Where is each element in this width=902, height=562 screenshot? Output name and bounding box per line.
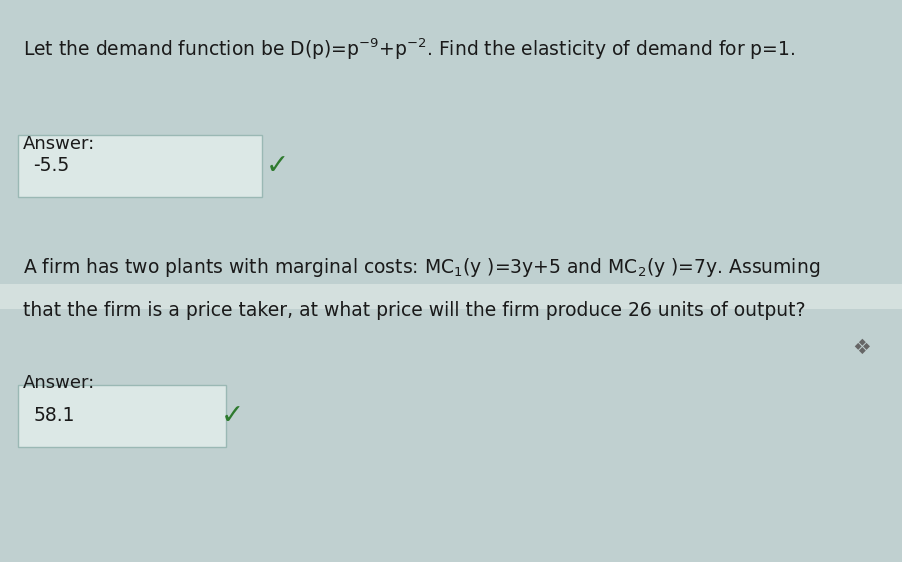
Text: -5.5: -5.5 xyxy=(33,156,69,175)
Text: Let the demand function be D(p)=p$^{-9}$+p$^{-2}$. Find the elasticity of demand: Let the demand function be D(p)=p$^{-9}$… xyxy=(23,37,795,62)
FancyBboxPatch shape xyxy=(0,0,902,284)
Text: A firm has two plants with marginal costs: MC$_1$(y )=3y+5 and MC$_2$(y )=7y. As: A firm has two plants with marginal cost… xyxy=(23,256,820,279)
Text: ✓: ✓ xyxy=(266,152,290,180)
FancyBboxPatch shape xyxy=(0,309,902,562)
Text: Answer:: Answer: xyxy=(23,135,95,153)
Text: Answer:: Answer: xyxy=(23,374,95,392)
Text: ✓: ✓ xyxy=(221,402,244,430)
FancyBboxPatch shape xyxy=(0,284,902,309)
FancyBboxPatch shape xyxy=(18,135,262,197)
FancyBboxPatch shape xyxy=(18,385,226,447)
Text: that the firm is a price taker, at what price will the firm produce 26 units of : that the firm is a price taker, at what … xyxy=(23,301,805,320)
Text: 58.1: 58.1 xyxy=(33,406,75,425)
Text: ❖: ❖ xyxy=(852,338,870,359)
